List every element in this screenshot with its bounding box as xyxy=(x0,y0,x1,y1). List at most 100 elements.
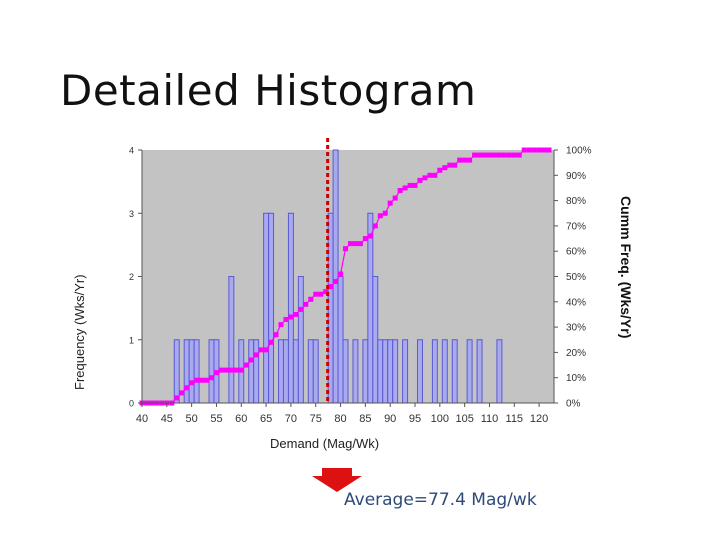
y-tick-label: 4 xyxy=(129,146,134,156)
histogram-bar xyxy=(183,339,190,404)
histogram-bar xyxy=(372,276,379,404)
cumulative-point xyxy=(268,339,274,345)
histogram-bar xyxy=(268,212,275,404)
cumulative-point xyxy=(278,322,284,328)
cumulative-point xyxy=(189,380,195,386)
cumulative-point xyxy=(521,147,527,153)
x-tick-label: 110 xyxy=(481,413,499,425)
cumulative-point xyxy=(208,375,214,381)
histogram-chart: 40 45 50 55 60 65 70 75 80 85 90 95 100 105 110 115 1200… xyxy=(129,138,592,426)
cumulative-point xyxy=(546,147,552,153)
x-tick-label: 55 xyxy=(210,413,222,425)
cumulative-point xyxy=(506,152,512,158)
histogram-bar xyxy=(416,339,423,404)
histogram-bar xyxy=(337,276,344,404)
cumulative-point xyxy=(447,162,453,168)
histogram-bar xyxy=(297,276,304,404)
cumulative-point xyxy=(328,284,334,290)
cumulative-point xyxy=(338,271,344,277)
y2-tick-label: 50% xyxy=(566,272,586,283)
cumulative-point xyxy=(253,352,259,358)
x-tick-label: 40 xyxy=(136,413,148,425)
cumulative-point xyxy=(382,210,388,216)
x-tick-label: 45 xyxy=(161,413,173,425)
x-tick-label: 65 xyxy=(260,413,272,425)
histogram-bar xyxy=(382,339,389,404)
histogram-bar xyxy=(278,339,284,404)
cumulative-point xyxy=(248,357,254,363)
histogram-bar xyxy=(342,339,349,404)
cumulative-point xyxy=(472,152,478,158)
cumulative-point xyxy=(288,314,294,320)
histogram-bar xyxy=(312,339,319,404)
y2-tick-label: 100% xyxy=(566,146,592,157)
cumulative-point xyxy=(258,347,264,353)
cumulative-point xyxy=(298,306,304,312)
cumulative-point xyxy=(377,213,383,219)
y2-tick-label: 90% xyxy=(566,171,586,182)
y2-tick-label: 20% xyxy=(566,348,586,359)
x-tick-label: 60 xyxy=(235,413,247,425)
x-tick-label: 50 xyxy=(186,413,198,425)
cumulative-point xyxy=(452,162,458,168)
cumulative-point xyxy=(243,362,249,368)
cumulative-point xyxy=(462,157,468,163)
slide-title: Detailed Histogram xyxy=(60,66,477,115)
histogram-bar xyxy=(287,212,294,404)
histogram-bar xyxy=(208,339,215,404)
x-tick-label: 80 xyxy=(334,413,346,425)
cumulative-point xyxy=(496,152,502,158)
histogram-bar xyxy=(377,339,384,404)
y-tick-label: 3 xyxy=(129,209,134,219)
cumulative-point xyxy=(318,291,324,297)
cumulative-point xyxy=(303,301,309,307)
cumulative-point xyxy=(347,241,353,247)
cumulative-point xyxy=(482,152,488,158)
cumulative-point xyxy=(402,185,408,191)
histogram-bar xyxy=(193,339,200,404)
histogram-bar xyxy=(402,339,409,404)
histogram-bar xyxy=(387,339,394,404)
histogram-bar xyxy=(228,276,235,404)
down-arrow-icon xyxy=(312,468,362,492)
cumulative-point xyxy=(308,296,314,302)
cumulative-point xyxy=(457,157,463,163)
cumulative-point xyxy=(387,200,393,206)
cumulative-point xyxy=(223,367,229,373)
cumulative-point xyxy=(536,147,542,153)
histogram-bar xyxy=(173,339,180,404)
cumulative-point xyxy=(362,236,368,242)
y2-tick-label: 40% xyxy=(566,297,586,308)
x-tick-label: 105 xyxy=(455,413,473,425)
histogram-bar xyxy=(253,339,260,404)
cumulative-point xyxy=(486,152,492,158)
cumulative-point xyxy=(392,195,398,201)
y2-axis-label: Cumm Freq. (Wks/Yr) xyxy=(618,196,634,339)
histogram-bar xyxy=(188,339,195,404)
axes-group: 40 45 50 55 60 65 70 75 80 85 90 95 100 105 110 115 1200… xyxy=(129,146,592,426)
cumulative-point xyxy=(293,311,299,317)
cumulative-point xyxy=(417,177,423,183)
cumulative-point xyxy=(407,182,413,188)
cumulative-point xyxy=(228,367,234,373)
cumulative-point xyxy=(218,367,224,373)
cumulative-point xyxy=(372,223,378,229)
cumulative-point xyxy=(516,152,522,158)
x-tick-label: 100 xyxy=(431,413,449,425)
histogram-bar xyxy=(441,339,448,404)
cumulative-point xyxy=(442,165,448,171)
y2-tick-label: 60% xyxy=(566,247,586,258)
cumulative-point xyxy=(233,367,239,373)
y2-tick-label: 80% xyxy=(566,196,586,207)
cumulative-point xyxy=(477,152,483,158)
x-tick-label: 85 xyxy=(359,413,371,425)
cumulative-point xyxy=(174,395,180,401)
cumulative-point xyxy=(357,241,363,247)
cumulative-point xyxy=(511,152,517,158)
cumulative-point xyxy=(283,317,289,323)
cumulative-point xyxy=(501,152,507,158)
average-label: Average=77.4 Mag/wk xyxy=(344,490,537,510)
x-tick-label: 120 xyxy=(530,413,548,425)
cumulative-point xyxy=(213,370,219,376)
histogram-bar xyxy=(263,212,270,404)
